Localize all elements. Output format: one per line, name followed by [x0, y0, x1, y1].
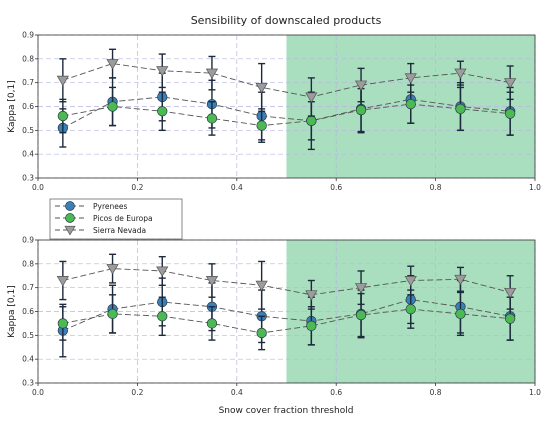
y-tick-label: 0.4 — [22, 355, 34, 364]
chart-panel-1: 0.0 0.2 0.4 0.6 0.8 1.0 0.3 0.4 0.5 0.6 0.7 0.8 0.9 K… — [7, 31, 541, 193]
data-point — [106, 264, 119, 275]
data-point — [256, 120, 267, 131]
x-tick-label: 0.4 — [231, 388, 243, 397]
series-sierra-nevada — [56, 253, 517, 310]
series-line — [62, 63, 511, 98]
data-point — [505, 108, 516, 119]
data-point — [305, 92, 318, 103]
data-point — [56, 276, 69, 287]
data-point — [57, 318, 68, 329]
data-point — [405, 303, 416, 315]
data-point — [255, 280, 268, 292]
data-point — [354, 80, 368, 91]
data-point — [404, 73, 417, 84]
data-point — [206, 113, 218, 124]
x-tick-label: 1.0 — [529, 183, 541, 192]
data-point — [306, 115, 317, 126]
figure-title: Sensibility of downscaled products — [191, 14, 382, 27]
legend-label: Sierra Nevada — [93, 226, 146, 235]
legend-entry: Sierra Nevada — [55, 225, 146, 236]
y-tick-label: 0.6 — [22, 102, 34, 111]
data-point — [205, 68, 219, 80]
data-point — [255, 82, 268, 94]
y-axis-label: Kappa [0,1] — [7, 80, 17, 132]
x-tick-label: 0.6 — [330, 183, 342, 192]
data-point — [455, 308, 466, 320]
x-tick-label: 0.0 — [32, 388, 44, 397]
data-point — [256, 327, 267, 339]
y-tick-label: 0.4 — [22, 150, 34, 159]
legend-entry: Pyrenees — [55, 201, 127, 211]
data-point — [404, 276, 417, 287]
x-tick-label: 0.8 — [430, 183, 442, 192]
data-point — [156, 266, 169, 277]
y-axis-label: Kappa [0,1] — [7, 285, 17, 337]
y-tick-label: 0.9 — [22, 236, 34, 245]
legend-label: Picos de Europa — [93, 214, 153, 223]
x-tick-label: 0.2 — [131, 388, 143, 397]
series-line — [62, 103, 511, 127]
x-axis-label: Snow cover fraction threshold — [219, 406, 354, 416]
y-tick-label: 0.3 — [22, 379, 34, 388]
data-point — [505, 313, 516, 324]
data-point — [156, 66, 169, 77]
data-point — [157, 311, 168, 322]
y-tick-label: 0.3 — [22, 174, 34, 183]
series-line — [62, 96, 511, 129]
data-point — [455, 103, 466, 115]
y-tick-label: 0.6 — [22, 307, 34, 316]
y-tick-label: 0.8 — [22, 259, 34, 268]
legend-marker — [65, 213, 75, 223]
legend-entry: Picos de Europa — [55, 213, 153, 223]
x-tick-label: 0.0 — [32, 183, 44, 192]
y-tick-label: 0.7 — [22, 78, 34, 87]
y-tick-label: 0.8 — [22, 54, 34, 63]
data-point — [106, 59, 119, 70]
data-point — [504, 287, 517, 299]
legend-label: Pyrenees — [93, 202, 127, 211]
data-point — [355, 104, 367, 116]
data-point — [107, 308, 118, 320]
x-tick-label: 1.0 — [529, 388, 541, 397]
y-tick-label: 0.5 — [22, 331, 34, 340]
legend-marker — [65, 201, 75, 211]
data-point — [405, 98, 416, 110]
data-point — [454, 274, 467, 286]
chart-panels: 0.0 0.2 0.4 0.6 0.8 1.0 0.3 0.4 0.5 0.6 0.7 0.8 0.9 K… — [7, 31, 541, 398]
data-point — [504, 78, 517, 89]
data-point — [354, 283, 368, 294]
x-tick-label: 0.6 — [330, 388, 342, 397]
x-tick-label: 0.2 — [131, 183, 143, 192]
data-point — [157, 106, 168, 117]
x-tick-label: 0.4 — [231, 183, 243, 192]
data-point — [355, 309, 367, 321]
y-tick-label: 0.9 — [22, 31, 34, 40]
data-point — [205, 276, 219, 287]
series-line — [62, 308, 511, 334]
series-picos-de-europa — [57, 289, 516, 351]
legend-marker — [64, 225, 76, 236]
series-line — [62, 299, 511, 331]
data-point — [305, 290, 318, 301]
data-point — [206, 318, 218, 329]
data-point — [306, 320, 317, 331]
series-line — [62, 268, 511, 296]
data-point — [57, 110, 68, 122]
x-tick-label: 0.8 — [430, 388, 442, 397]
data-point — [107, 101, 118, 112]
y-tick-label: 0.7 — [22, 283, 34, 292]
chart-panel-2: 0.0 0.2 0.4 0.6 0.8 1.0 0.3 0.4 0.5 0.6 0.7 0.8 0.9 K… — [7, 236, 541, 398]
series-sierra-nevada — [56, 48, 517, 117]
y-tick-label: 0.5 — [22, 126, 34, 135]
legend: Pyrenees Picos de Europa Sierra Nevada — [49, 198, 183, 240]
data-point — [454, 68, 467, 80]
data-point — [56, 75, 69, 87]
